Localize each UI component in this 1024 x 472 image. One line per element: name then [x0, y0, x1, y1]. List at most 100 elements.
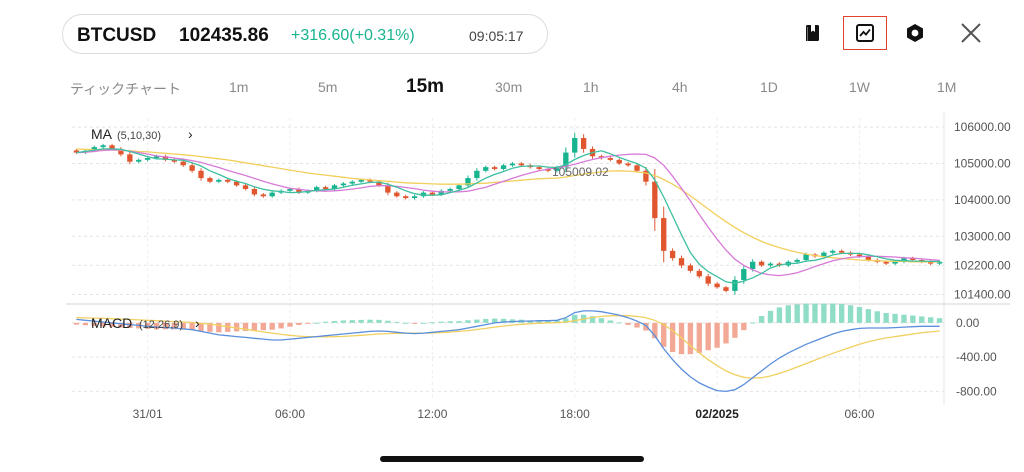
candle — [358, 179, 364, 182]
macd-histogram-bar — [429, 322, 436, 324]
candle — [554, 167, 560, 171]
candle — [456, 185, 462, 189]
candle — [171, 159, 177, 162]
timeframe-1mo[interactable]: 1M — [937, 79, 957, 95]
macd-histogram-bar — [411, 322, 418, 324]
timeframe-1h[interactable]: 1h — [583, 79, 599, 95]
macd-histogram-bar — [305, 322, 311, 324]
price-axis-tick-label: 106000.00 — [954, 120, 1011, 134]
macd-histogram-bar — [847, 305, 854, 323]
macd-histogram-bar — [207, 322, 213, 332]
macd-histogram-bar — [794, 304, 800, 323]
macd-histogram-bar — [572, 314, 578, 323]
candle — [518, 163, 525, 166]
ticker-pill[interactable]: BTCUSD 102435.86 +316.60(+0.31%) 09:05:1… — [62, 14, 548, 54]
candle — [758, 261, 765, 266]
timeframe-30m[interactable]: 30m — [495, 79, 523, 95]
candle — [127, 154, 133, 162]
price-axis-tick-label: 105000.00 — [954, 157, 1011, 171]
macd-histogram-bar — [456, 321, 462, 323]
macd-histogram-bar — [483, 319, 489, 323]
macd-histogram-bar — [865, 309, 872, 323]
macd-histogram-bar — [349, 320, 355, 323]
candle — [447, 188, 453, 191]
timeframe-5m[interactable]: 5m — [318, 79, 338, 95]
macd-histogram-bar — [554, 320, 560, 323]
macd-expand-chevron-icon[interactable]: › — [195, 315, 200, 331]
macd-histogram-bar — [367, 319, 373, 323]
candle — [296, 188, 302, 193]
candle — [260, 194, 266, 197]
candle — [314, 187, 320, 191]
macd-histogram-bar — [127, 322, 133, 328]
candle — [705, 276, 711, 284]
candle — [225, 179, 231, 182]
macd-histogram-bar — [616, 322, 622, 324]
candle — [545, 168, 551, 171]
candle — [207, 178, 213, 182]
price-label: 102435.86 — [179, 25, 269, 46]
macd-histogram-bar — [447, 321, 453, 323]
candle — [216, 179, 222, 182]
macd-histogram-bar — [830, 303, 836, 323]
timeframe-1m[interactable]: 1m — [229, 79, 249, 95]
macd-axis-tick-label: -800.00 — [956, 384, 997, 398]
time-label: 09:05:17 — [469, 28, 524, 44]
macd-histogram-bar — [465, 320, 471, 323]
candle — [572, 138, 578, 153]
settings-icon[interactable] — [899, 16, 931, 50]
macd-histogram-bar — [216, 322, 222, 333]
candle — [420, 192, 427, 197]
macd-histogram-bar — [883, 313, 889, 323]
timeframe-tick[interactable]: ティックチャート — [70, 81, 182, 97]
candle — [287, 188, 293, 191]
macd-histogram-bar — [474, 319, 480, 323]
ma-indicator-params: (5,10,30) — [117, 130, 161, 142]
candle — [661, 218, 667, 251]
chart-icon[interactable] — [843, 16, 887, 50]
macd-histogram-bar — [91, 322, 97, 326]
close-icon[interactable] — [955, 16, 987, 50]
macd-histogram-bar — [109, 322, 115, 327]
candle — [429, 192, 436, 195]
macd-histogram-bar — [331, 320, 338, 323]
candle — [741, 269, 747, 280]
macd-axis-tick-label: -400.00 — [956, 350, 997, 364]
macd-histogram-bar — [714, 322, 720, 348]
macd-histogram-bar — [545, 320, 551, 323]
macd-histogram-bar — [723, 322, 729, 344]
candle — [669, 250, 676, 259]
macd-histogram-bar — [661, 322, 667, 347]
candle — [331, 185, 338, 189]
candle — [714, 283, 720, 288]
candle — [136, 159, 142, 162]
macd-histogram-bar — [625, 322, 631, 325]
candle — [153, 156, 160, 159]
timeframe-1d[interactable]: 1D — [760, 79, 778, 95]
macd-indicator-label[interactable]: MACD — [91, 315, 132, 331]
timeframe-15m[interactable]: 15m — [406, 76, 445, 97]
ma-indicator-label[interactable]: MA — [91, 126, 113, 142]
macd-histogram-bar — [500, 318, 507, 323]
macd-histogram-bar — [696, 322, 702, 353]
macd-histogram-bar — [732, 322, 738, 338]
time-axis-tick-label: 12:00 — [417, 407, 447, 421]
macd-histogram-bar — [162, 322, 169, 330]
price-axis-tick-label: 102200.00 — [954, 258, 1011, 272]
macd-histogram-bar — [376, 319, 382, 323]
candle — [349, 181, 355, 184]
change-label: +316.60(+0.31%) — [291, 27, 415, 44]
macd-indicator-params: (12,26,9) — [139, 319, 183, 331]
bookmark-icon[interactable] — [796, 16, 828, 50]
candle — [652, 181, 658, 219]
timeframe-4h[interactable]: 4h — [672, 79, 688, 95]
macd-histogram-bar — [322, 321, 329, 323]
macd-dif-line — [76, 310, 940, 393]
candle — [901, 258, 907, 262]
macd-histogram-bar — [403, 322, 409, 324]
macd-histogram-bar — [910, 315, 916, 323]
ma-expand-chevron-icon[interactable]: › — [188, 126, 193, 142]
timeframe-1w[interactable]: 1W — [849, 79, 870, 95]
candle — [100, 145, 106, 148]
